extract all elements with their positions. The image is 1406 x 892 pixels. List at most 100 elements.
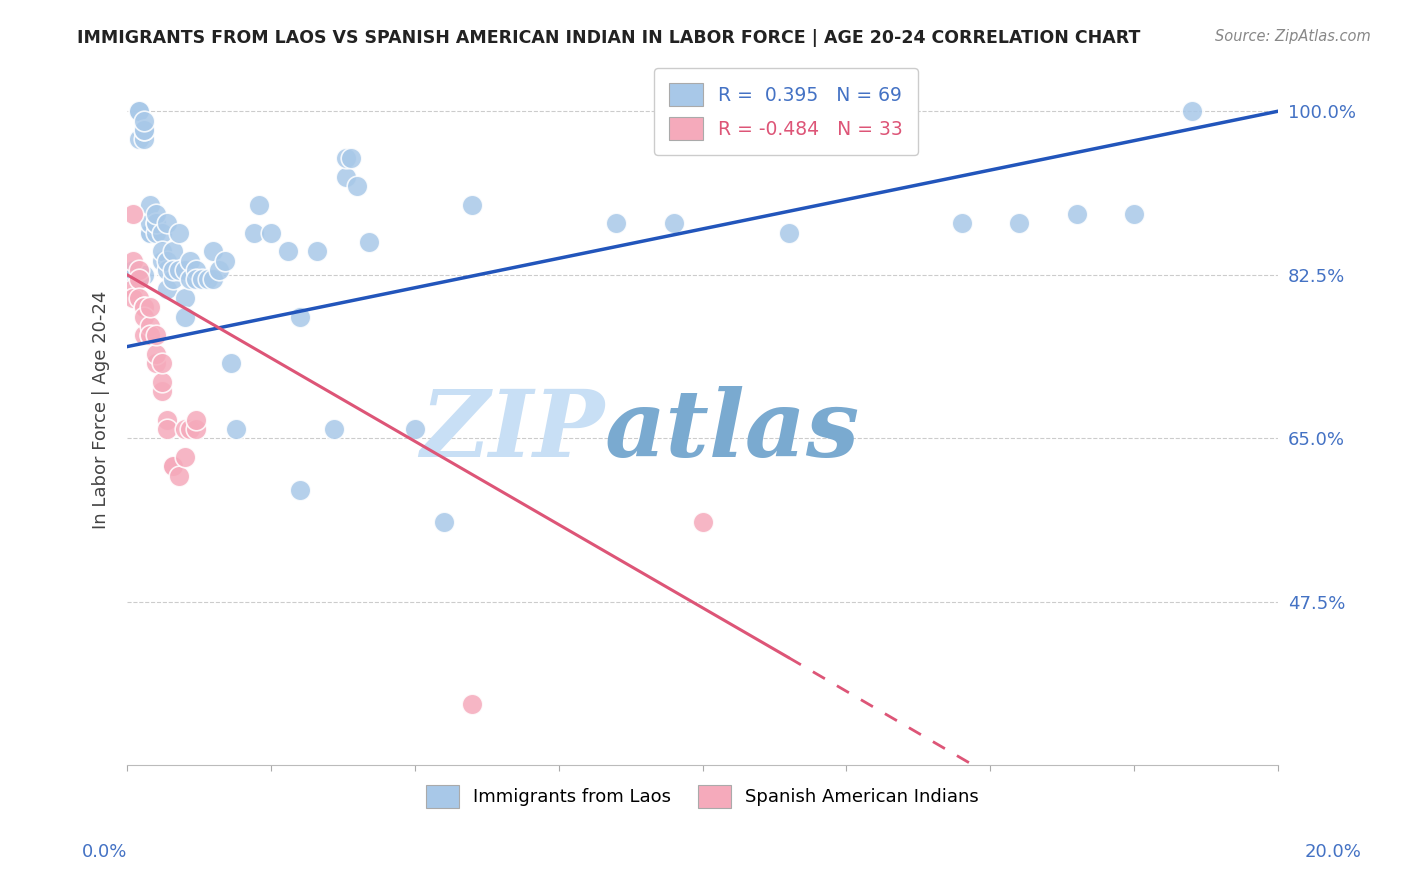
Point bbox=[335, 151, 357, 165]
Point bbox=[139, 319, 162, 334]
Point bbox=[225, 422, 247, 436]
Point bbox=[162, 459, 184, 474]
Point bbox=[1181, 104, 1204, 119]
Point bbox=[139, 226, 162, 240]
Point bbox=[288, 483, 311, 497]
Point bbox=[404, 422, 426, 436]
Point bbox=[340, 151, 363, 165]
Point bbox=[128, 272, 150, 286]
Point bbox=[202, 244, 225, 259]
Point bbox=[128, 104, 150, 119]
Point bbox=[150, 384, 173, 399]
Point bbox=[134, 328, 156, 343]
Point bbox=[247, 197, 270, 211]
Point bbox=[145, 226, 167, 240]
Point bbox=[128, 291, 150, 305]
Point bbox=[179, 422, 201, 436]
Point bbox=[288, 310, 311, 324]
Point bbox=[1066, 207, 1088, 221]
Point bbox=[128, 263, 150, 277]
Point bbox=[432, 516, 454, 530]
Point bbox=[156, 253, 179, 268]
Point bbox=[162, 244, 184, 259]
Point bbox=[156, 282, 179, 296]
Point bbox=[134, 123, 156, 137]
Point bbox=[150, 226, 173, 240]
Point bbox=[184, 412, 207, 426]
Point bbox=[150, 375, 173, 389]
Text: IMMIGRANTS FROM LAOS VS SPANISH AMERICAN INDIAN IN LABOR FORCE | AGE 20-24 CORRE: IMMIGRANTS FROM LAOS VS SPANISH AMERICAN… bbox=[77, 29, 1140, 46]
Point bbox=[134, 301, 156, 315]
Point bbox=[121, 263, 143, 277]
Point bbox=[260, 226, 283, 240]
Point bbox=[139, 226, 162, 240]
Point bbox=[184, 422, 207, 436]
Point bbox=[605, 216, 627, 230]
Point bbox=[1123, 207, 1146, 221]
Point bbox=[134, 123, 156, 137]
Point bbox=[778, 226, 800, 240]
Point bbox=[167, 468, 190, 483]
Point bbox=[173, 263, 195, 277]
Point bbox=[214, 253, 236, 268]
Text: 20.0%: 20.0% bbox=[1305, 843, 1361, 861]
Point bbox=[145, 328, 167, 343]
Point bbox=[139, 197, 162, 211]
Point bbox=[162, 272, 184, 286]
Point bbox=[134, 310, 156, 324]
Point bbox=[134, 113, 156, 128]
Text: 0.0%: 0.0% bbox=[82, 843, 127, 861]
Point bbox=[1008, 216, 1031, 230]
Point bbox=[121, 207, 143, 221]
Point bbox=[461, 698, 484, 712]
Point bbox=[162, 263, 184, 277]
Point bbox=[145, 216, 167, 230]
Point bbox=[173, 422, 195, 436]
Point bbox=[139, 328, 162, 343]
Point bbox=[139, 328, 162, 343]
Point bbox=[461, 197, 484, 211]
Point bbox=[134, 301, 156, 315]
Point bbox=[145, 347, 167, 361]
Y-axis label: In Labor Force | Age 20-24: In Labor Force | Age 20-24 bbox=[93, 291, 110, 529]
Point bbox=[156, 422, 179, 436]
Point bbox=[950, 216, 973, 230]
Point bbox=[357, 235, 380, 249]
Point bbox=[121, 291, 143, 305]
Point bbox=[162, 459, 184, 474]
Point bbox=[134, 268, 156, 282]
Point bbox=[173, 450, 195, 464]
Point bbox=[150, 253, 173, 268]
Point bbox=[191, 272, 214, 286]
Point bbox=[156, 216, 179, 230]
Point bbox=[173, 291, 195, 305]
Point bbox=[335, 169, 357, 184]
Point bbox=[156, 263, 179, 277]
Point bbox=[128, 104, 150, 119]
Point bbox=[121, 253, 143, 268]
Point bbox=[219, 356, 242, 370]
Point bbox=[277, 244, 299, 259]
Point bbox=[305, 244, 328, 259]
Point bbox=[145, 207, 167, 221]
Point bbox=[692, 516, 714, 530]
Point bbox=[184, 263, 207, 277]
Point bbox=[179, 272, 201, 286]
Point bbox=[346, 178, 368, 193]
Point bbox=[173, 310, 195, 324]
Point bbox=[150, 356, 173, 370]
Point bbox=[197, 272, 219, 286]
Point bbox=[184, 272, 207, 286]
Point bbox=[145, 356, 167, 370]
Legend: Immigrants from Laos, Spanish American Indians: Immigrants from Laos, Spanish American I… bbox=[418, 776, 988, 816]
Point bbox=[167, 263, 190, 277]
Point bbox=[128, 132, 150, 146]
Point bbox=[179, 253, 201, 268]
Point bbox=[202, 272, 225, 286]
Text: atlas: atlas bbox=[605, 386, 860, 476]
Point bbox=[121, 282, 143, 296]
Text: ZIP: ZIP bbox=[420, 386, 605, 476]
Point bbox=[139, 301, 162, 315]
Point bbox=[150, 244, 173, 259]
Point bbox=[134, 132, 156, 146]
